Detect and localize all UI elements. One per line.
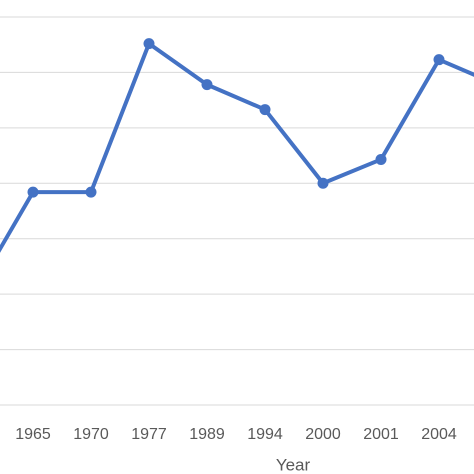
data-point	[27, 186, 39, 198]
data-point	[375, 153, 387, 165]
data-point	[259, 104, 271, 116]
x-tick-label: 1989	[189, 426, 225, 443]
data-point	[85, 186, 97, 198]
x-axis-label: Year	[276, 455, 311, 474]
x-tick-label: 2001	[363, 426, 399, 443]
data-point	[433, 54, 445, 66]
data-point	[201, 79, 213, 91]
x-tick-label: 2000	[305, 426, 341, 443]
x-tick-label: 1977	[131, 426, 167, 443]
x-tick-label: 1965	[15, 426, 51, 443]
x-tick-label: 1970	[73, 426, 109, 443]
data-point	[143, 38, 155, 50]
series-line	[0, 41, 474, 253]
data-point	[317, 177, 329, 189]
x-tick-label: 2004	[421, 426, 457, 443]
x-tick-label: 1994	[247, 426, 283, 443]
